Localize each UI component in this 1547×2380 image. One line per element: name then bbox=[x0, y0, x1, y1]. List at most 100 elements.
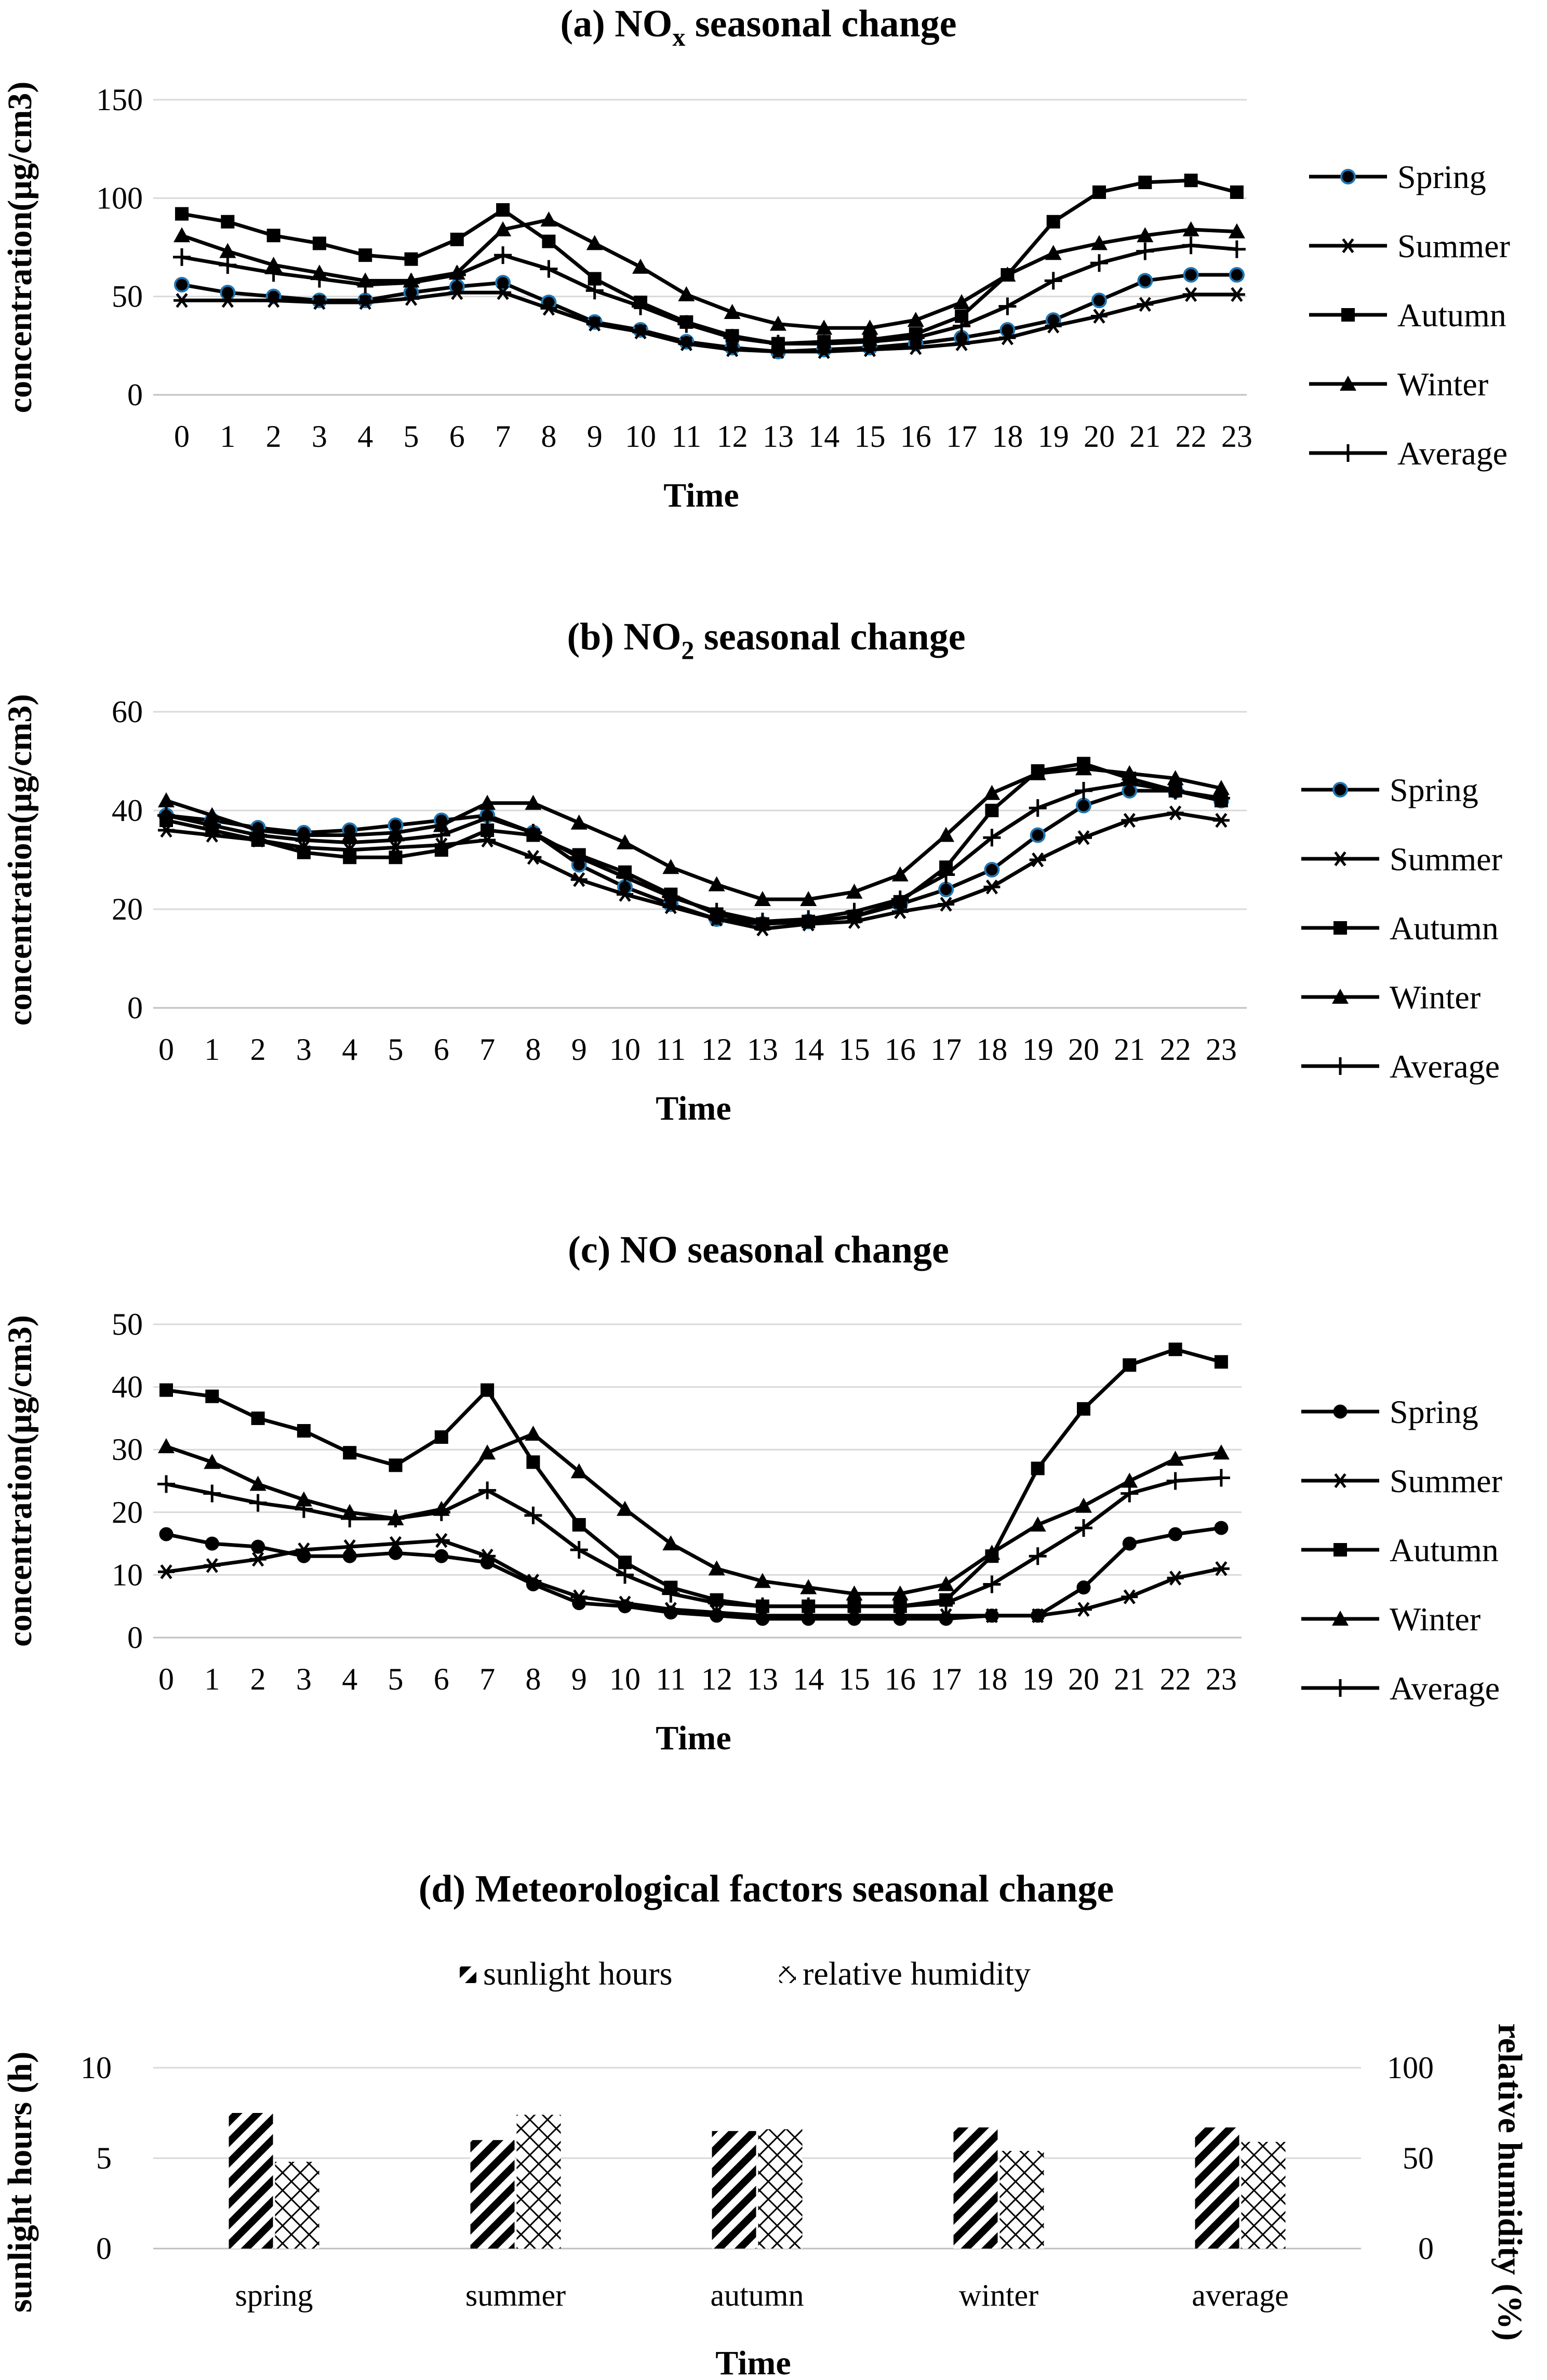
x-tick-label: 8 bbox=[525, 1662, 541, 1696]
x-tick-label: 21 bbox=[1114, 1662, 1145, 1696]
series-autumn bbox=[175, 174, 1244, 351]
x-tick-label: 16 bbox=[885, 1032, 916, 1067]
series-summer bbox=[158, 1533, 1230, 1624]
data-point bbox=[1029, 1608, 1046, 1624]
data-point bbox=[386, 831, 405, 849]
data-point bbox=[678, 336, 695, 351]
data-point bbox=[1075, 1602, 1092, 1617]
legend-item-relative-humidity: relative humidity bbox=[779, 1955, 1031, 1992]
data-point bbox=[1121, 765, 1138, 780]
data-point bbox=[572, 1518, 586, 1532]
data-point bbox=[891, 1585, 909, 1601]
x-tick-label: average bbox=[1192, 2278, 1289, 2312]
data-point bbox=[389, 850, 403, 865]
data-point bbox=[983, 1545, 1001, 1560]
y-left-tick-label: 5 bbox=[96, 2141, 112, 2175]
data-point bbox=[662, 899, 679, 914]
legend-label: relative humidity bbox=[803, 1955, 1031, 1992]
data-point bbox=[357, 295, 374, 310]
chart-title: (a) NOx seasonal change bbox=[561, 3, 957, 51]
x-tick-label: 23 bbox=[1206, 1662, 1237, 1696]
data-point bbox=[938, 897, 955, 912]
data-point bbox=[219, 243, 236, 258]
data-point bbox=[295, 831, 313, 849]
legend-label: Winter bbox=[1397, 366, 1488, 403]
data-point bbox=[205, 1389, 219, 1403]
legend-label: Average bbox=[1397, 435, 1508, 472]
x-tick-label: 1 bbox=[204, 1662, 220, 1696]
data-point bbox=[1182, 236, 1200, 255]
y-tick-label: 0 bbox=[127, 378, 143, 412]
data-point bbox=[343, 850, 357, 865]
x-tick-label: 19 bbox=[1022, 1032, 1053, 1067]
data-point bbox=[938, 827, 955, 842]
data-point bbox=[432, 826, 450, 844]
y-tick-label: 60 bbox=[112, 695, 143, 729]
data-point bbox=[295, 1500, 313, 1518]
data-point bbox=[402, 274, 420, 292]
data-point bbox=[1168, 1527, 1183, 1541]
data-point bbox=[387, 1536, 404, 1551]
data-point bbox=[479, 794, 496, 810]
x-tick-label: 14 bbox=[793, 1032, 824, 1067]
data-point bbox=[525, 1574, 542, 1589]
bar-relative-humidity bbox=[999, 2151, 1044, 2249]
y-tick-label: 20 bbox=[112, 1495, 143, 1530]
x-tick-label: 11 bbox=[656, 1032, 686, 1067]
data-point bbox=[953, 336, 970, 351]
x-tick-label: 17 bbox=[930, 1662, 962, 1696]
x-tick-label: 3 bbox=[312, 419, 327, 454]
bar-sunlight-hours bbox=[470, 2140, 515, 2249]
data-point bbox=[799, 910, 818, 928]
data-point bbox=[1076, 1580, 1091, 1595]
data-point bbox=[540, 301, 557, 316]
data-point bbox=[907, 340, 924, 355]
title-main: (a) NO bbox=[561, 3, 673, 45]
series-line-winter bbox=[165, 1432, 1222, 1596]
x-tick-label: 13 bbox=[747, 1662, 778, 1696]
legend-marker bbox=[1341, 308, 1355, 322]
data-point bbox=[295, 1491, 312, 1507]
x-tick-label: 2 bbox=[266, 419, 282, 454]
data-point bbox=[570, 814, 588, 830]
data-point bbox=[800, 891, 817, 906]
data-point bbox=[389, 1458, 403, 1472]
data-point bbox=[570, 1463, 588, 1479]
legend-label: Autumn bbox=[1397, 297, 1506, 334]
data-point bbox=[983, 785, 1001, 800]
data-point bbox=[159, 1527, 174, 1541]
data-point bbox=[999, 330, 1016, 345]
legend-label: Summer bbox=[1390, 841, 1502, 877]
data-point bbox=[1121, 1472, 1138, 1488]
data-point bbox=[174, 276, 190, 292]
data-point bbox=[1122, 1536, 1137, 1551]
series-average bbox=[173, 236, 1246, 353]
y-left-tick-label: 0 bbox=[96, 2231, 112, 2266]
x-tick-label: winter bbox=[959, 2278, 1038, 2312]
data-point bbox=[1212, 1444, 1230, 1460]
y-tick-label: 150 bbox=[96, 83, 143, 117]
data-point bbox=[1137, 273, 1153, 289]
x-tick-label: 4 bbox=[357, 419, 373, 454]
data-point bbox=[203, 816, 221, 834]
data-point bbox=[1031, 1461, 1045, 1475]
legend-item-spring: Spring bbox=[1301, 772, 1478, 808]
chart-title: (d) Meteorological factors seasonal chan… bbox=[419, 1868, 1114, 1910]
y-right-axis-title: relative humidity (%) bbox=[1491, 2023, 1529, 2341]
data-point bbox=[815, 335, 833, 353]
data-point bbox=[616, 868, 634, 886]
data-point bbox=[662, 1585, 680, 1603]
x-tick-label: 23 bbox=[1221, 419, 1252, 454]
data-point bbox=[1166, 782, 1184, 800]
legend-item-summer: Summer bbox=[1309, 228, 1510, 264]
data-point bbox=[158, 792, 175, 807]
data-point bbox=[632, 324, 649, 340]
legend-swatch bbox=[460, 1966, 476, 1983]
data-point bbox=[617, 834, 633, 849]
x-tick-label: spring bbox=[235, 2278, 313, 2312]
x-tick-label: 8 bbox=[525, 1032, 541, 1067]
data-point bbox=[1212, 1469, 1230, 1487]
data-point bbox=[495, 285, 512, 300]
legend-marker bbox=[1332, 1473, 1349, 1488]
y-tick-label: 50 bbox=[112, 1307, 143, 1341]
